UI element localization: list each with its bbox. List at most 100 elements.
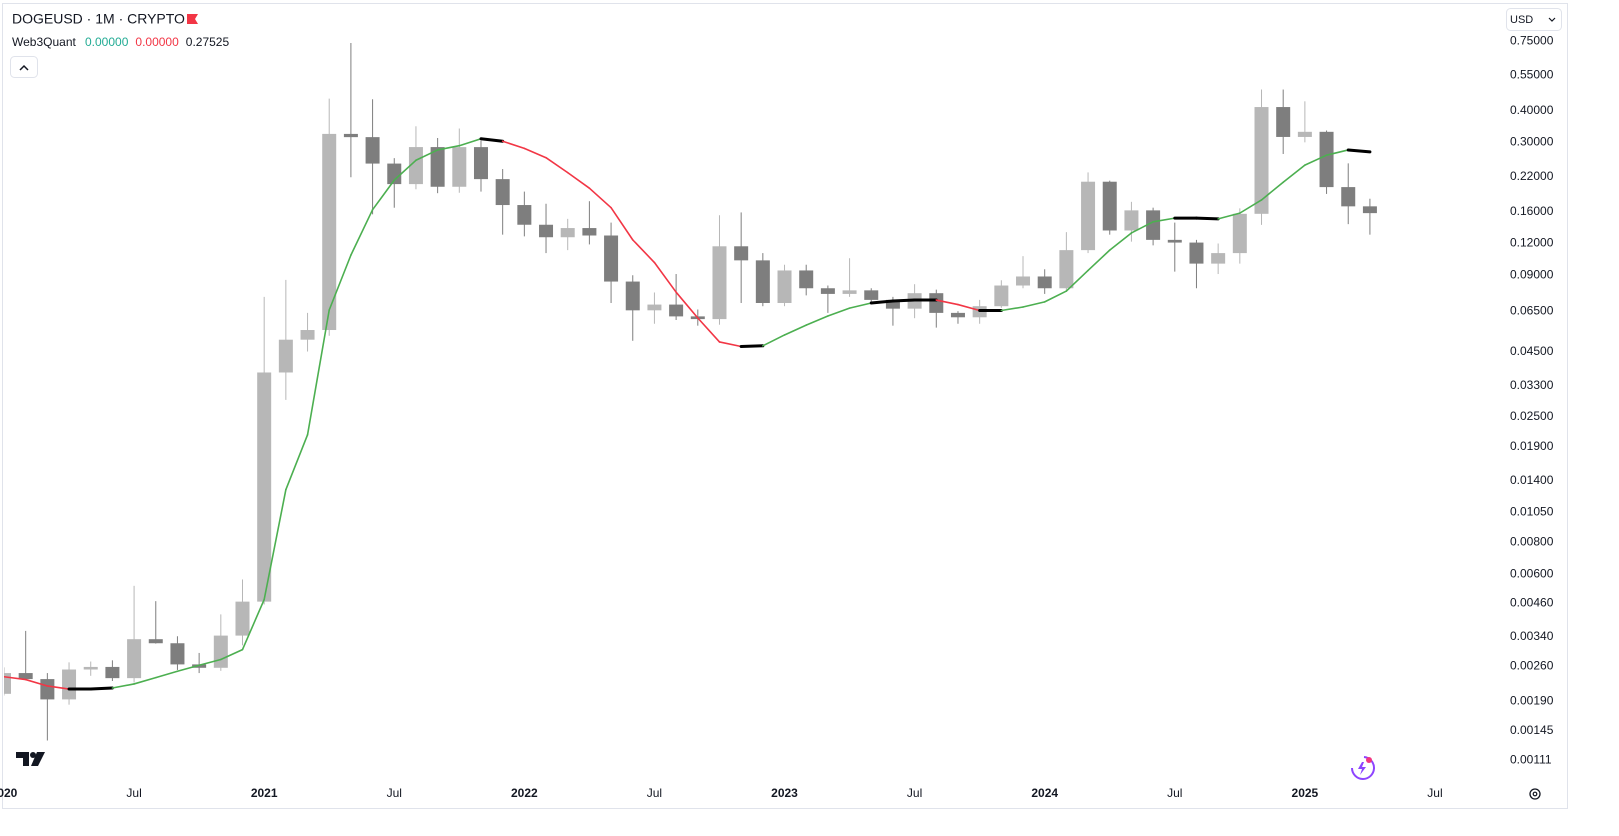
- indicator-value: 0.00000: [135, 35, 179, 49]
- indicator-segment: [1260, 181, 1284, 201]
- indicator-segment: [805, 315, 829, 326]
- indicator-segment: [783, 324, 808, 336]
- currency-button[interactable]: USD: [1506, 8, 1562, 31]
- candle-body: [885, 299, 900, 309]
- flag-icon[interactable]: [187, 14, 198, 24]
- button-box[interactable]: [1506, 8, 1562, 31]
- candle-body: [842, 290, 857, 294]
- candle-body: [213, 635, 228, 668]
- gear-icon[interactable]: [1529, 788, 1541, 800]
- indicator-segment: [631, 239, 656, 264]
- indicator-segment: [1217, 212, 1241, 220]
- indicator-segment: [328, 254, 352, 311]
- assistant-icon[interactable]: [1351, 756, 1375, 780]
- collapse-button[interactable]: [10, 56, 38, 78]
- y-tick-label: 0.01900: [1510, 439, 1554, 453]
- indicator-segment: [4, 675, 27, 681]
- candle-body: [170, 643, 185, 665]
- candle-body: [755, 260, 770, 303]
- indicator-segment: [350, 208, 374, 256]
- indicator-segment: [566, 171, 591, 190]
- candle-body: [1102, 181, 1117, 231]
- x-tick-label: Jul: [907, 786, 922, 800]
- chart-title: DOGEUSD · 1M · CRYPTO: [12, 11, 185, 27]
- x-tick-label: Jul: [387, 786, 402, 800]
- indicator-segment: [718, 341, 742, 348]
- candle-body: [452, 147, 467, 187]
- candle-body: [473, 147, 488, 180]
- indicator-segment: [1108, 232, 1133, 251]
- chevron-icon: [1548, 17, 1556, 22]
- y-tick-label: 0.12000: [1510, 236, 1554, 250]
- x-tick-label: 2021: [251, 786, 278, 800]
- y-tick-label: 0.16000: [1510, 204, 1554, 218]
- y-tick-label: 0.00111: [1510, 753, 1552, 767]
- y-tick-label: 0.06500: [1510, 303, 1554, 317]
- indicator-segment: [133, 676, 157, 685]
- candle-body: [582, 228, 597, 236]
- candle-body: [539, 224, 554, 238]
- candle-body: [127, 639, 142, 679]
- indicator-segment: [935, 299, 959, 306]
- candle-body: [625, 281, 640, 311]
- indicator-segment: [957, 303, 981, 312]
- plot-area: [4, 43, 1377, 741]
- indicator-segment: [176, 664, 200, 673]
- x-tick-label: 2022: [511, 786, 538, 800]
- logo-part: [30, 752, 36, 758]
- indicator-segment: [523, 147, 547, 159]
- candle-body: [1167, 239, 1182, 243]
- candle-body: [994, 285, 1009, 307]
- indicator-segment: [415, 149, 439, 162]
- indicator-segment: [111, 683, 135, 689]
- y-tick-label: 0.30000: [1510, 135, 1554, 149]
- indicator-segment: [610, 206, 634, 241]
- y-tick-label: 0.00600: [1510, 566, 1554, 580]
- candle-body: [1189, 242, 1204, 264]
- candle-body: [1341, 187, 1356, 207]
- candle-body: [365, 137, 380, 164]
- settings-button[interactable]: [1529, 788, 1541, 800]
- indicator-segment: [1325, 149, 1350, 157]
- indicator-segment: [1130, 221, 1154, 234]
- indicator-segment: [739, 344, 765, 348]
- candle-body: [777, 270, 792, 303]
- indicator-segment: [436, 144, 461, 151]
- x-tick-label: Jul: [1167, 786, 1182, 800]
- chart-frame: [2, 3, 1568, 809]
- indicator-segment: [46, 685, 70, 690]
- indicator-segment: [696, 317, 721, 343]
- candle-body: [929, 293, 944, 313]
- currency-label: USD: [1510, 14, 1533, 26]
- candle-body: [647, 304, 662, 311]
- candle-body: [192, 664, 207, 668]
- indicator-segment: [1152, 217, 1176, 223]
- indicator-segment: [1087, 249, 1111, 272]
- indicator-segment: [891, 298, 917, 303]
- candle-body: [517, 205, 532, 225]
- y-tick-label: 0.75000: [1510, 33, 1554, 47]
- candle-body: [1146, 210, 1161, 240]
- indicator-segment: [154, 670, 179, 679]
- y-tick-label: 0.00260: [1510, 659, 1554, 673]
- candle-body: [4, 673, 11, 694]
- indicator-segment: [848, 302, 873, 309]
- candle-body: [1016, 276, 1031, 286]
- candle-body: [387, 163, 402, 185]
- candle-body: [1232, 213, 1247, 254]
- candle-body: [1254, 107, 1269, 214]
- icon-bolt: [1358, 762, 1366, 775]
- x-tick-label: Jul: [647, 786, 662, 800]
- candle-body: [105, 666, 120, 679]
- gear-center: [1532, 791, 1538, 797]
- x-tick-label: 2024: [1031, 786, 1058, 800]
- indicator-segment: [1346, 148, 1372, 154]
- indicator-segment: [306, 309, 331, 436]
- tradingview-logo[interactable]: [16, 752, 45, 766]
- candle-body: [669, 304, 684, 317]
- indicator-segment: [1194, 216, 1220, 221]
- y-tick-label: 0.00340: [1510, 629, 1554, 643]
- candle-body: [604, 235, 619, 282]
- logo-part: [31, 752, 45, 766]
